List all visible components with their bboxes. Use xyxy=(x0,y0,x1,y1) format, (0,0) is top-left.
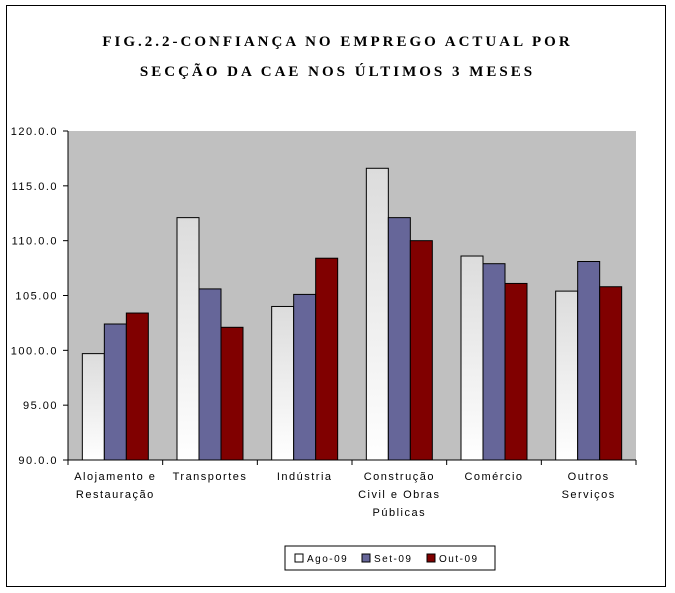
x-category-label: Serviços xyxy=(562,489,616,501)
chart-title-line-2: SECÇÃO DA CAE NOS ÚLTIMOS 3 MESES xyxy=(139,64,536,80)
legend-swatch-out-09 xyxy=(426,553,436,563)
x-category-label: Comércio xyxy=(464,471,523,483)
y-tick-label: 120.0.0 xyxy=(11,126,58,138)
y-tick-label: 115.0.0 xyxy=(12,181,58,193)
bar-set-09 xyxy=(577,261,601,461)
x-category-label: Construção xyxy=(364,471,435,483)
legend-label: Out-09 xyxy=(439,554,479,565)
legend-swatch-set-09 xyxy=(361,553,371,563)
bar-set-09 xyxy=(103,323,127,461)
chart-title-line-1: FIG.2.2-CONFIANÇA NO EMPREGO ACTUAL POR xyxy=(102,34,573,50)
bar-out-09 xyxy=(315,257,339,461)
x-category-label: Indústria xyxy=(277,471,333,483)
bar-set-09 xyxy=(482,263,506,461)
x-category-label: Civil e Obras xyxy=(358,489,440,501)
bar-ago-09 xyxy=(81,353,105,461)
x-category-label: Restauração xyxy=(76,489,155,501)
bar-set-09 xyxy=(198,288,222,461)
legend-label: Ago-09 xyxy=(307,554,348,565)
y-tick-label: 105.00 xyxy=(15,291,58,303)
bar-ago-09 xyxy=(460,255,484,461)
bar-ago-09 xyxy=(176,217,200,461)
bar-out-09 xyxy=(504,282,528,461)
y-tick-label: 110.0.0 xyxy=(12,236,58,248)
bar-out-09 xyxy=(220,326,244,461)
x-category-label: Públicas xyxy=(373,507,427,519)
bar-ago-09 xyxy=(365,167,389,461)
bar-out-09 xyxy=(125,312,149,461)
bar-set-09 xyxy=(387,217,411,461)
legend-box xyxy=(284,545,496,571)
bar-out-09 xyxy=(599,286,623,461)
bar-set-09 xyxy=(293,293,317,461)
y-tick-label: 90.0.0 xyxy=(18,455,58,467)
x-category-label: Alojamento e xyxy=(74,471,156,483)
y-tick-label: 100.0.0 xyxy=(11,345,58,357)
bar-out-09 xyxy=(409,240,433,461)
bar-ago-09 xyxy=(555,290,579,461)
legend-label: Set-09 xyxy=(374,554,412,565)
legend-swatch-ago-09 xyxy=(294,553,304,563)
x-category-label: Transportes xyxy=(173,471,248,483)
x-category-label: Outros xyxy=(568,471,610,483)
bar-ago-09 xyxy=(271,305,295,461)
plot-area xyxy=(68,131,636,460)
y-tick-label: 95.00 xyxy=(23,400,58,412)
